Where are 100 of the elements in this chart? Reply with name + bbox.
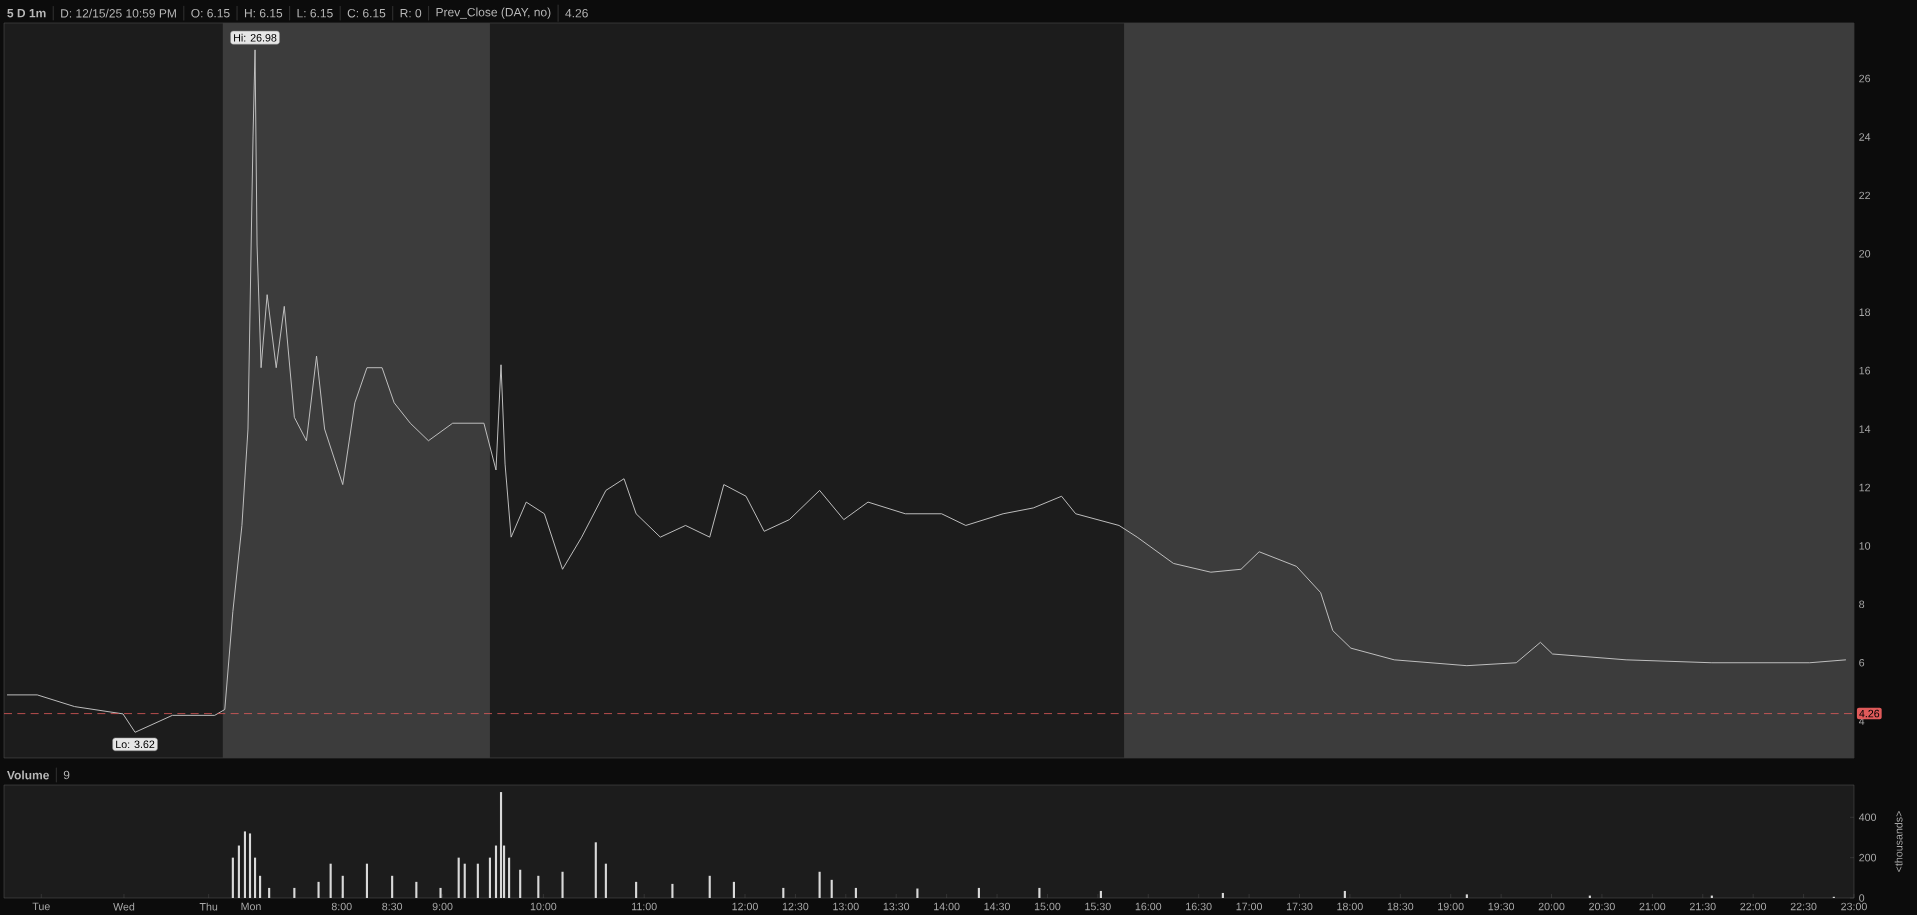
bar bbox=[537, 875, 540, 898]
text: H: 6.15 bbox=[244, 8, 283, 18]
bar bbox=[732, 881, 735, 898]
y-tick-label: 24 bbox=[1859, 133, 1871, 141]
x-tick-label: 20:30 bbox=[1589, 902, 1615, 911]
x-tick-label: 15:30 bbox=[1085, 902, 1111, 911]
text: L: 6.15 bbox=[297, 8, 333, 18]
x-tick-label: Wed bbox=[113, 902, 135, 911]
x-tick-label: 22:00 bbox=[1740, 902, 1767, 911]
bar bbox=[1343, 890, 1346, 898]
x-tick-label: 14:30 bbox=[984, 902, 1010, 911]
x-tick-label: 11:00 bbox=[632, 902, 657, 911]
bar bbox=[317, 881, 320, 898]
text: 9 bbox=[63, 770, 70, 780]
chart-subtitle: D: 12/15/25 10:59 PM bbox=[61, 8, 176, 18]
bar bbox=[329, 863, 332, 898]
bar bbox=[1221, 892, 1224, 898]
bar bbox=[508, 857, 511, 898]
x-tick-label: 18:00 bbox=[1337, 902, 1363, 911]
x-tick-label: 8:00 bbox=[331, 902, 352, 911]
x-tick-label: 15:00 bbox=[1034, 902, 1061, 911]
bar bbox=[463, 863, 466, 898]
chart-title: 5 D 1m bbox=[7, 9, 46, 18]
annotation: Lo: 3.62 bbox=[116, 740, 155, 749]
bar bbox=[977, 887, 980, 898]
text: R: 0 bbox=[400, 8, 422, 18]
bar bbox=[237, 845, 240, 898]
x-tick-label: 8:30 bbox=[382, 902, 403, 911]
y-tick-label: 26 bbox=[1859, 74, 1871, 83]
annotation: Hi: 26.98 bbox=[234, 33, 277, 42]
x-tick-label: 13:00 bbox=[833, 902, 859, 911]
text: 4.26 bbox=[565, 8, 588, 18]
bar bbox=[708, 875, 711, 898]
bar bbox=[782, 887, 785, 898]
x-tick-label: 12:00 bbox=[732, 902, 758, 911]
line-series bbox=[6, 49, 1847, 733]
bar bbox=[439, 887, 442, 898]
bar bbox=[1099, 890, 1102, 898]
x-tick-label: 16:00 bbox=[1135, 902, 1162, 911]
x-tick-label: Thu bbox=[199, 902, 218, 911]
bar bbox=[1465, 894, 1468, 898]
y-tick-label: 200 bbox=[1859, 853, 1877, 862]
bar bbox=[341, 875, 344, 898]
x-tick-label: 17:00 bbox=[1236, 902, 1263, 911]
x-tick-label: 20:00 bbox=[1538, 902, 1565, 911]
bar bbox=[457, 857, 460, 898]
bar bbox=[476, 863, 479, 898]
x-tick-label: 9:00 bbox=[432, 902, 453, 911]
x-tick-label: 18:30 bbox=[1387, 902, 1414, 911]
x-tick-label: 19:00 bbox=[1438, 902, 1464, 911]
y-tick-label: 14 bbox=[1859, 425, 1871, 433]
bar bbox=[253, 857, 257, 898]
y-tick-label: 400 bbox=[1858, 813, 1877, 822]
bar bbox=[494, 845, 498, 898]
bar bbox=[391, 875, 394, 898]
bar bbox=[561, 871, 564, 898]
y-tick-label: 12 bbox=[1859, 483, 1871, 492]
bar bbox=[830, 879, 833, 898]
y-tick-label: 10 bbox=[1859, 542, 1871, 550]
x-tick-label: 16:30 bbox=[1186, 902, 1212, 911]
x-tick-label: Tue bbox=[32, 902, 50, 911]
bar bbox=[635, 881, 638, 898]
x-tick-label: 12:30 bbox=[782, 902, 809, 911]
x-tick-label: 21:30 bbox=[1689, 902, 1716, 911]
bar bbox=[604, 863, 607, 898]
text: C: 6.15 bbox=[347, 8, 386, 18]
bar bbox=[365, 863, 369, 898]
bar bbox=[916, 888, 919, 898]
bar bbox=[293, 887, 296, 898]
bar bbox=[594, 842, 597, 898]
y-tick-label: 8 bbox=[1859, 600, 1865, 609]
bar bbox=[415, 881, 418, 898]
bar bbox=[259, 875, 262, 898]
bar bbox=[671, 883, 674, 898]
x-tick-label: 17:30 bbox=[1286, 902, 1313, 911]
text: O: 6.15 bbox=[191, 8, 230, 18]
x-tick-label: 23:00 bbox=[1841, 902, 1867, 911]
x-tick-label: 13:30 bbox=[883, 902, 910, 911]
text: Prev_Close (DAY, no) bbox=[436, 7, 551, 19]
x-tick-label: 21:00 bbox=[1639, 902, 1666, 911]
bar bbox=[243, 831, 247, 898]
bar bbox=[818, 871, 821, 898]
x-tick-label: 14:00 bbox=[934, 902, 960, 911]
x-tick-label: 22:30 bbox=[1790, 902, 1817, 911]
x-tick-label: 19:30 bbox=[1488, 902, 1515, 911]
y-tick-label: 18 bbox=[1859, 308, 1871, 316]
bar bbox=[854, 887, 857, 898]
bar bbox=[499, 792, 503, 898]
bar bbox=[519, 869, 522, 898]
x-tick-label: 10:00 bbox=[530, 902, 557, 911]
bar bbox=[231, 857, 234, 898]
x-tick-label: Mon bbox=[241, 902, 261, 911]
y-tick-label: 6 bbox=[1859, 658, 1865, 667]
y-tick-label: 22 bbox=[1859, 191, 1871, 200]
ref-line-label: 4.26 bbox=[1859, 709, 1880, 718]
y-tick-label: 20 bbox=[1859, 250, 1871, 258]
y-axis-title: <thousands> bbox=[1894, 811, 1903, 872]
y-tick-label: 16 bbox=[1859, 366, 1871, 375]
bar bbox=[488, 857, 492, 898]
chart-title: Volume bbox=[7, 770, 49, 780]
